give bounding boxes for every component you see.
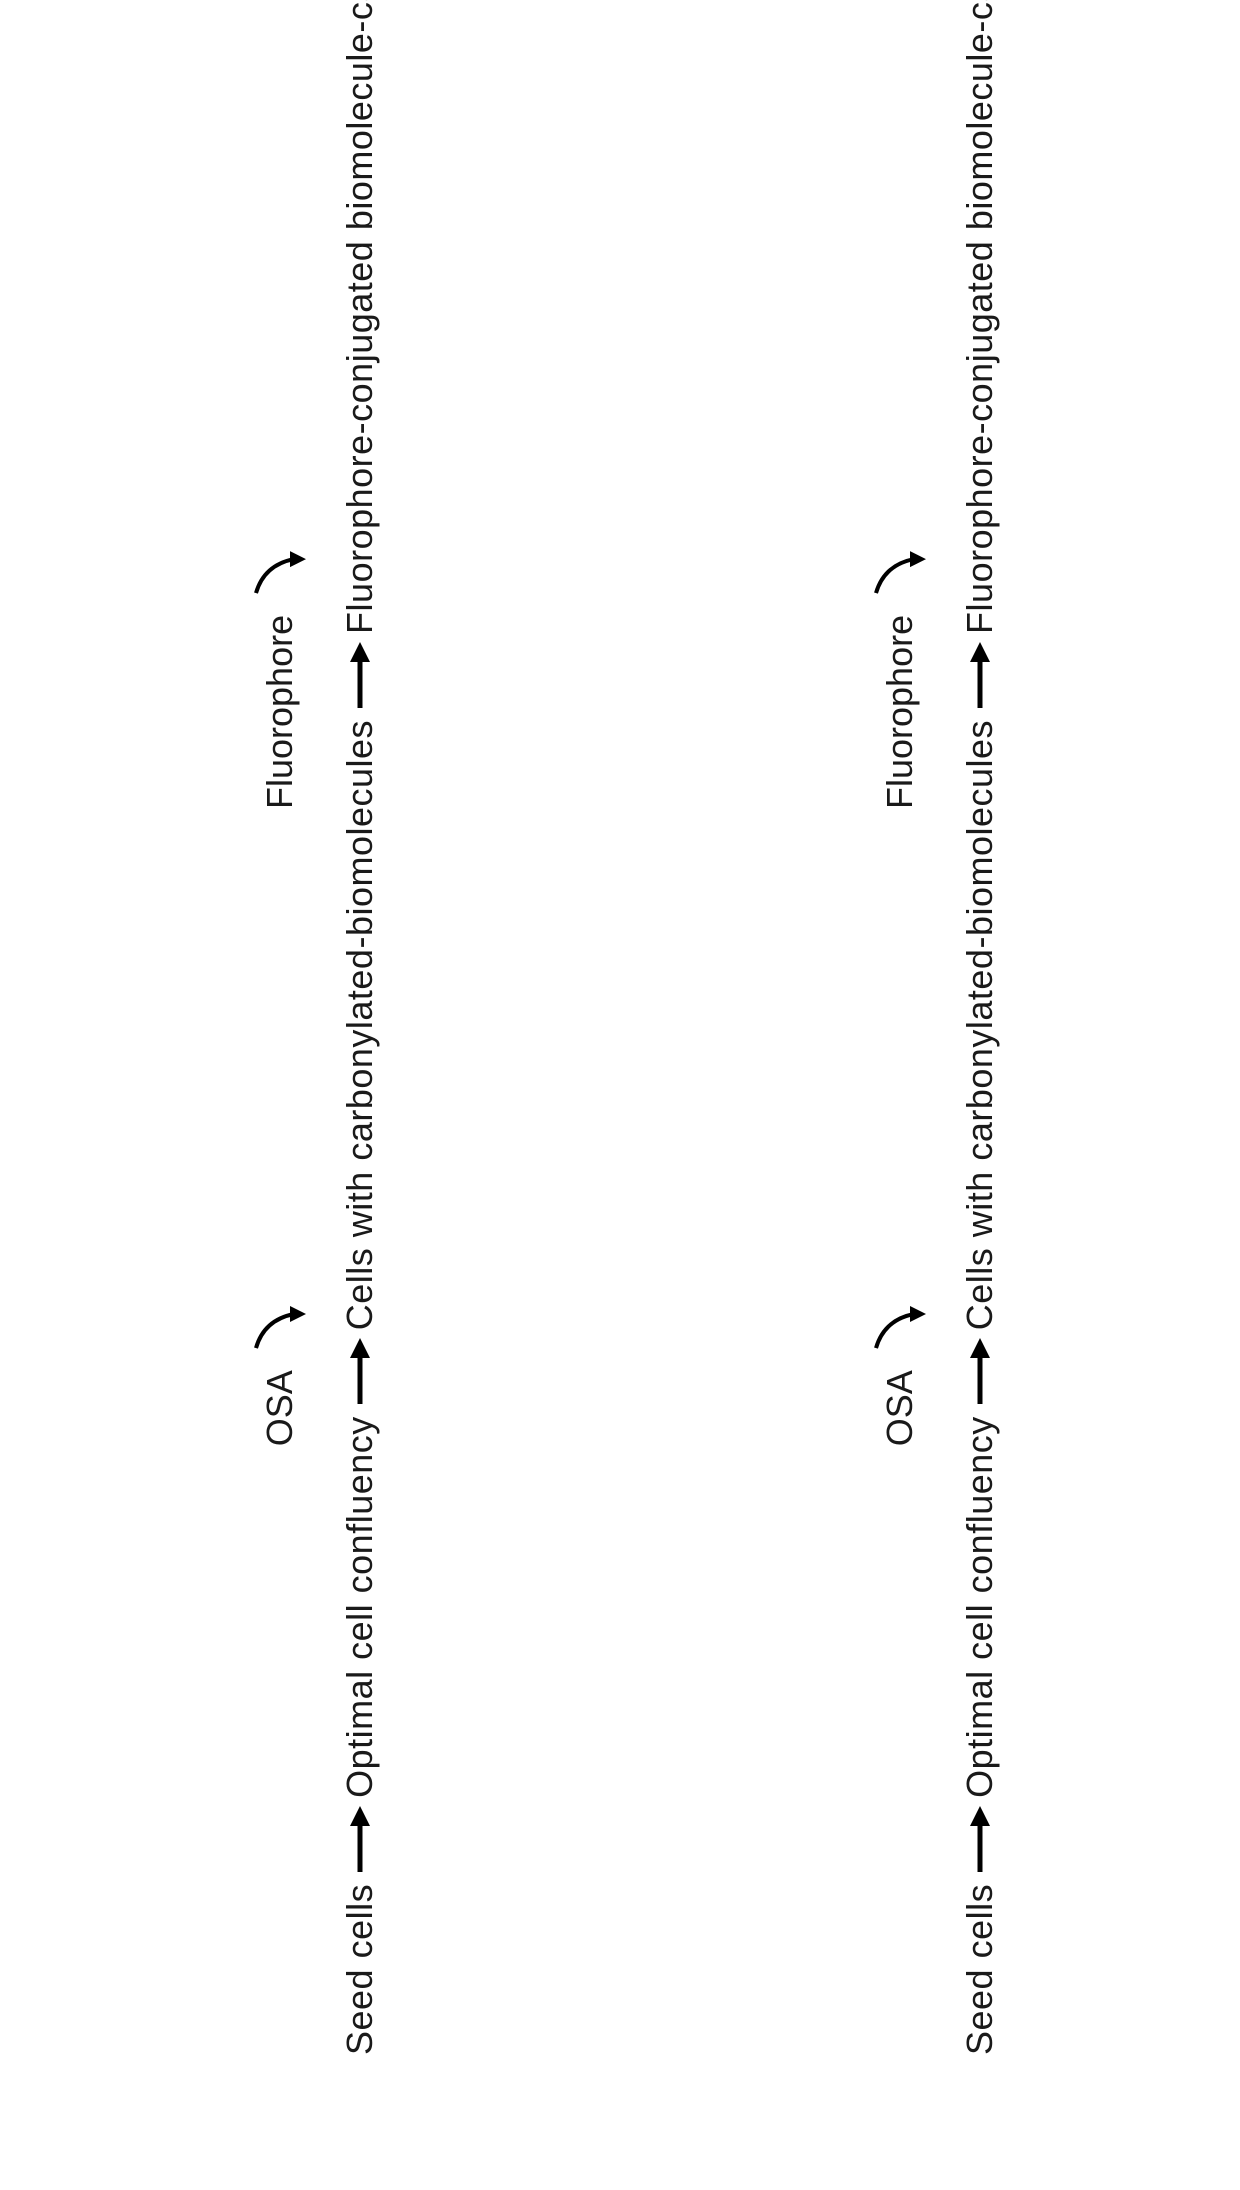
fig3-sidelabel-fluorophore: Fluorophore bbox=[870, 545, 930, 809]
fig2-step-seed: Seed cells bbox=[339, 1884, 381, 2055]
arrow-right-icon bbox=[345, 642, 375, 712]
hook-arrow-icon bbox=[870, 545, 930, 599]
fig2-arrow-1 bbox=[290, 1798, 430, 1884]
fig3-arrow-3: Fluorophore bbox=[910, 634, 1050, 720]
fig2-flow: Seed cells Optimal cell confluency OSA bbox=[290, 0, 430, 2055]
hook-arrow-icon bbox=[250, 1300, 310, 1354]
fig2-step-conjugated: Fluorophore-conjugated biomolecule-carbo… bbox=[339, 0, 381, 634]
fig2-wrapper: Seed cells Optimal cell confluency OSA bbox=[290, 0, 430, 2055]
fig3-step-conjugated: Fluorophore-conjugated biomolecule-carbo… bbox=[959, 0, 1000, 634]
fig2-step-carbonyl: Cells with carbonylated-biomolecules bbox=[339, 720, 381, 1330]
fig2-sidelabel-osa: OSA bbox=[250, 1300, 310, 1446]
arrow-right-icon bbox=[345, 1806, 375, 1876]
fig3-flow: Seed cells Optimal cell confluency OSA bbox=[910, 0, 1050, 2055]
fig3-arrow-2: OSA bbox=[910, 1330, 1050, 1416]
fig2-arrow-3: Fluorophore bbox=[290, 634, 430, 720]
fig2-sidelabel-fluorophore: Fluorophore bbox=[250, 545, 310, 809]
arrow-right-icon bbox=[345, 1338, 375, 1408]
page-canvas: Seed cells Optimal cell confluency OSA bbox=[0, 0, 1240, 2190]
fig3-step-carbonyl: Cells with carbonylated-biomolecules bbox=[959, 720, 1001, 1330]
fig3-sidelabel-osa: OSA bbox=[870, 1300, 930, 1446]
fig3-step-confluency: Optimal cell confluency bbox=[959, 1416, 1001, 1798]
fig3-step-seed: Seed cells bbox=[959, 1884, 1001, 2055]
arrow-right-icon bbox=[965, 1806, 995, 1876]
fig3-wrapper: Seed cells Optimal cell confluency OSA bbox=[910, 0, 1050, 2055]
hook-arrow-icon bbox=[250, 545, 310, 599]
arrow-right-icon bbox=[965, 1338, 995, 1408]
hook-arrow-icon bbox=[870, 1300, 930, 1354]
arrow-right-icon bbox=[965, 642, 995, 712]
fig2-step-confluency: Optimal cell confluency bbox=[339, 1416, 381, 1798]
fig3-arrow-1 bbox=[910, 1798, 1050, 1884]
fig2-arrow-2: OSA bbox=[290, 1330, 430, 1416]
